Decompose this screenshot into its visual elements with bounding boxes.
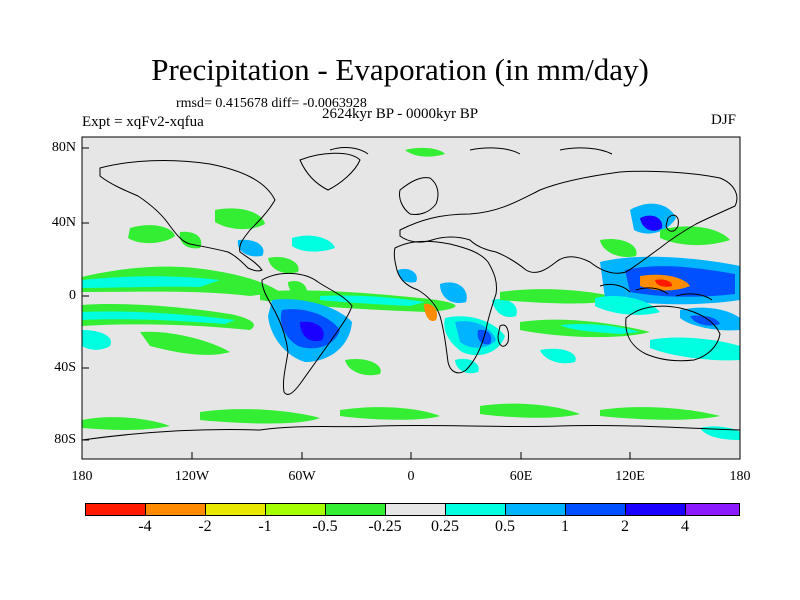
anomaly-patch	[268, 256, 299, 274]
coastline-madagascar	[497, 324, 509, 347]
season-label: DJF	[711, 112, 737, 128]
anomaly-patch	[345, 358, 381, 376]
lon-label-180w: 180	[71, 469, 93, 484]
anomaly-patch	[540, 348, 576, 364]
coastline-japan	[665, 214, 679, 232]
coastline-africa	[393, 240, 497, 374]
colorbar-swatch	[85, 503, 146, 516]
anomaly-patch	[500, 289, 620, 304]
colorbar-swatch	[325, 503, 386, 516]
coastline-north-america	[99, 160, 276, 272]
coastline-eurasia	[399, 170, 738, 274]
anomaly-patch	[200, 409, 320, 424]
colorbar-label: -4	[138, 518, 152, 535]
map-title: Precipitation - Evaporation (in mm/day)	[151, 52, 649, 87]
colorbar-label: -0.25	[368, 518, 402, 535]
anomaly-patch	[82, 276, 220, 288]
colorbar-swatch	[385, 503, 446, 516]
lat-label-40n: 40N	[51, 215, 76, 230]
colorbar-swatch	[685, 503, 740, 516]
colorbar-swatch	[205, 503, 266, 516]
period-text: 2624kyr BP - 0000kyr BP	[322, 106, 479, 122]
lon-label-180e: 180	[729, 469, 751, 484]
colorbar-swatch	[265, 503, 326, 516]
colorbar-swatch	[145, 503, 206, 516]
colorbar-label: -0.5	[312, 518, 338, 535]
anomaly-patch	[660, 226, 730, 246]
anomaly-patch	[440, 282, 467, 304]
coastline-europe	[399, 177, 439, 215]
lat-label-80s: 80S	[54, 432, 76, 447]
lat-label-80n: 80N	[51, 140, 76, 155]
anomaly-patch	[340, 407, 440, 420]
coastline-maritime	[599, 283, 713, 301]
anomaly-patch	[288, 280, 307, 297]
lat-label-40s: 40S	[54, 360, 76, 375]
lon-label-60w: 60W	[288, 469, 316, 484]
colorbar-swatch	[445, 503, 506, 516]
anomaly-patch	[600, 407, 720, 420]
anomaly-patch	[492, 299, 517, 318]
anomaly-patch	[140, 331, 230, 355]
lon-label-0: 0	[407, 469, 415, 484]
anomaly-patch	[128, 225, 175, 244]
anomaly-patches	[82, 147, 740, 440]
colorbar-label: -2	[198, 518, 212, 535]
anomaly-patch	[600, 238, 637, 258]
anomaly-patch	[398, 268, 417, 283]
anomaly-patch	[292, 235, 335, 252]
anomaly-patch	[82, 330, 111, 350]
lon-label-120e: 120E	[615, 469, 645, 484]
experiment-label: Expt = xqFv2-xqfua	[82, 114, 204, 130]
anomaly-patch	[215, 208, 265, 230]
anomaly-patch	[82, 417, 170, 430]
colorbar-label: 2	[621, 518, 629, 535]
coastline-greenland	[299, 152, 361, 191]
colorbar-label: 0.25	[431, 518, 459, 535]
anomaly-patch	[237, 239, 264, 257]
colorbar-swatch	[505, 503, 566, 516]
lon-label-120w: 120W	[174, 469, 210, 484]
coastline-south-america	[261, 273, 353, 395]
coastline-australia	[625, 305, 721, 362]
anomaly-patch	[320, 295, 425, 306]
anomaly-patch	[655, 279, 673, 287]
anomaly-patch	[640, 215, 663, 231]
lon-label-60e: 60E	[509, 469, 533, 484]
colorbar-swatch	[565, 503, 626, 516]
anomaly-patch	[82, 311, 235, 324]
map-body	[81, 136, 741, 460]
anomaly-patch	[650, 337, 740, 361]
anomaly-patch	[300, 321, 324, 342]
coastlines	[81, 146, 741, 441]
stats-text: rmsd= 0.415678 diff= -0.0063928	[176, 96, 367, 111]
anomaly-patch	[595, 295, 660, 315]
colorbar-label: 1	[561, 518, 569, 535]
colorbar-label: 0.5	[495, 518, 515, 535]
axis-ticks	[81, 147, 741, 459]
anomaly-patch	[480, 403, 580, 418]
coastline-arctic-islands	[329, 146, 613, 155]
colorbar-label: -1	[258, 518, 272, 535]
colorbar-swatch	[625, 503, 686, 516]
coastline-antarctica	[81, 424, 741, 441]
colorbar-label: 4	[681, 518, 689, 535]
lat-label-0: 0	[69, 288, 76, 303]
anomaly-patch	[424, 303, 438, 322]
anomaly-patch	[560, 323, 640, 334]
anomaly-patch	[405, 147, 445, 157]
anomaly-patch	[179, 231, 202, 249]
